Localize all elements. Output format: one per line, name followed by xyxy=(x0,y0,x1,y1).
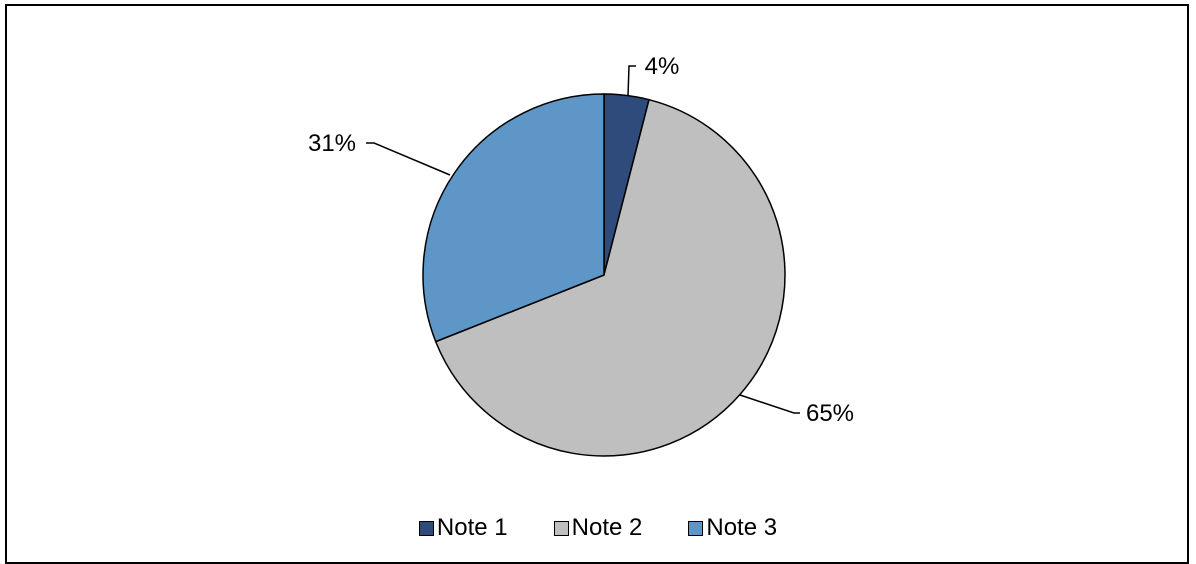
legend-swatch xyxy=(553,520,569,536)
legend-item-2: Note 2 xyxy=(553,514,643,542)
legend-swatch xyxy=(688,520,704,536)
legend-item-3: Note 3 xyxy=(688,514,777,542)
leader-line-3 xyxy=(366,142,451,176)
data-label-1: 4% xyxy=(645,53,680,80)
leader-line-1 xyxy=(627,65,636,97)
data-label-2: 65% xyxy=(806,400,854,427)
legend-swatch xyxy=(418,520,434,536)
data-label-3: 31% xyxy=(308,130,356,157)
pie-slice-2 xyxy=(434,98,786,457)
pie-slice-3 xyxy=(422,93,605,343)
legend-label: Note 2 xyxy=(571,514,643,541)
legend: Note 1 Note 2 Note 3 xyxy=(0,511,1196,545)
legend-item-1: Note 1 xyxy=(418,514,508,542)
leader-line-2 xyxy=(739,394,800,414)
legend-label: Note 3 xyxy=(706,514,778,541)
legend-label: Note 1 xyxy=(436,514,508,541)
